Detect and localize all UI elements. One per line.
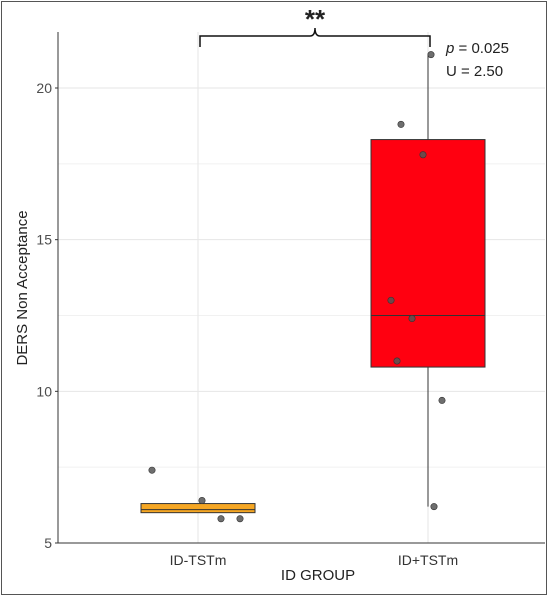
y-tick-label: 15 (36, 232, 52, 248)
x-axis-label: ID GROUP (281, 567, 355, 584)
boxes (140, 54, 486, 514)
data-point (430, 503, 438, 511)
data-point (419, 151, 427, 159)
data-point (397, 120, 405, 128)
p-symbol: p (445, 40, 454, 57)
y-tick-label: 20 (36, 80, 52, 96)
data-point (438, 396, 446, 404)
data-point (387, 296, 395, 304)
significance-annotation: ** p = 0.025 U = 2.50 (199, 4, 509, 80)
data-points (148, 51, 446, 523)
data-point (393, 357, 401, 365)
box-id-tstm (140, 503, 256, 514)
u-statistic-label: U = 2.50 (446, 63, 503, 80)
data-point (427, 51, 435, 59)
significance-stars: ** (305, 4, 326, 34)
box-id-plus-tstm (370, 139, 486, 368)
p-value-label: p = 0.025 (445, 40, 509, 57)
data-point (217, 515, 225, 523)
data-point (236, 515, 244, 523)
data-point (198, 497, 206, 505)
y-axis-label: DERS Non Acceptance (14, 210, 31, 365)
p-value: = 0.025 (454, 40, 509, 57)
axes (57, 32, 545, 544)
data-point (408, 315, 416, 323)
x-tick-label: ID+TSTm (398, 552, 458, 568)
significance-bracket (199, 27, 431, 47)
x-tick-label: ID-TSTm (170, 552, 227, 568)
y-tick-label: 10 (36, 383, 52, 399)
y-tick-label: 5 (44, 535, 52, 551)
tick-labels: 5 10 15 20 ID-TSTm ID+TSTm (36, 80, 458, 568)
data-point (148, 466, 156, 474)
